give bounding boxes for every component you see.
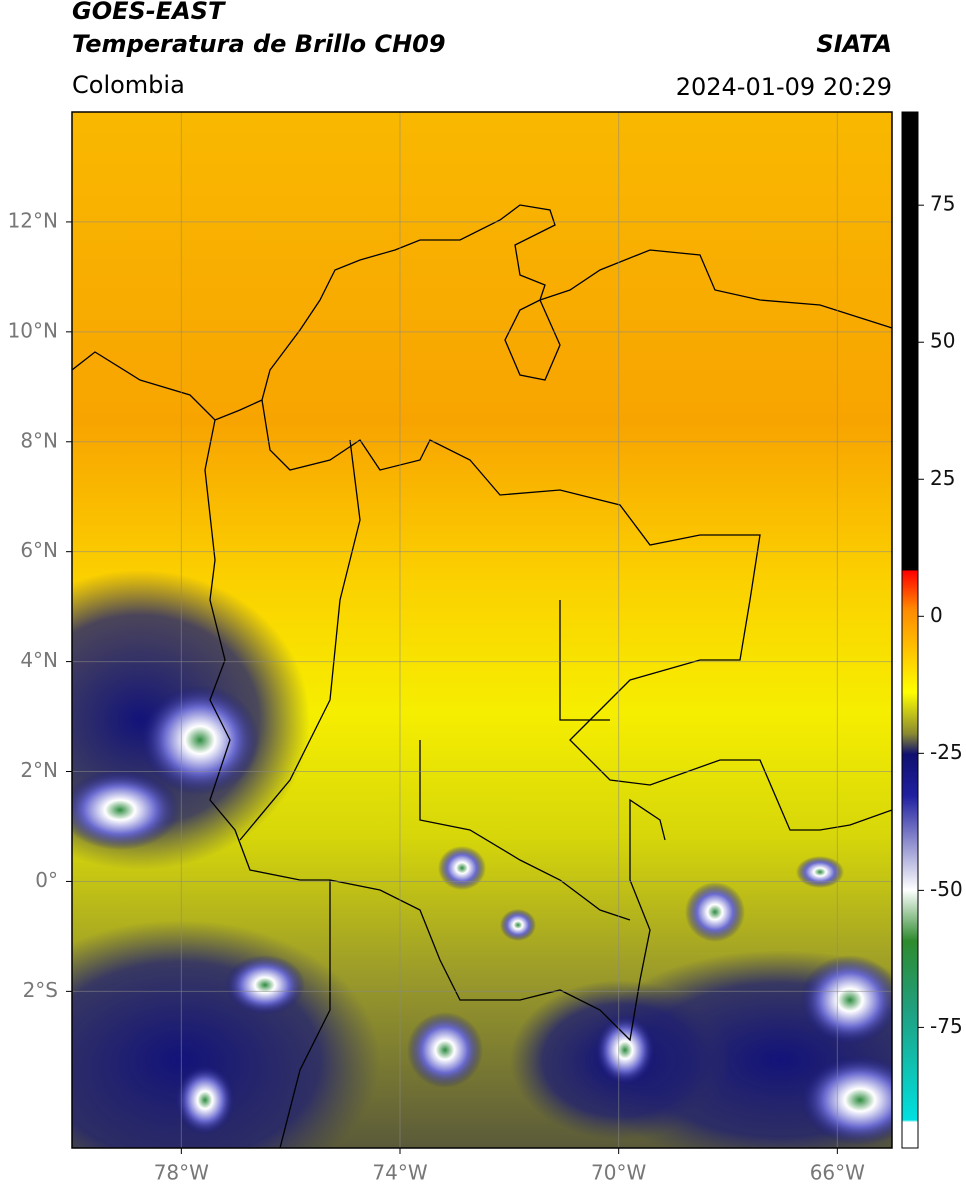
satellite-image xyxy=(72,112,892,1148)
agency: SIATA xyxy=(816,30,892,58)
map-frame xyxy=(71,111,893,1149)
y-tick-label: 2°S xyxy=(23,978,58,1002)
y-tick-label: 12°N xyxy=(8,208,58,232)
x-tick-label: 70°W xyxy=(591,1161,646,1185)
x-tick-label: 74°W xyxy=(372,1161,427,1185)
source: GOES-EAST xyxy=(72,0,226,25)
y-tick-label: 2°N xyxy=(20,758,58,782)
x-tick-label: 78°W xyxy=(154,1161,209,1185)
y-tick-label: 10°N xyxy=(8,318,58,342)
y-tick-label: 6°N xyxy=(20,538,58,562)
colorbar xyxy=(901,111,919,1149)
colorbar-tick-label: 50 xyxy=(930,329,955,353)
y-tick-label: 0° xyxy=(35,868,58,892)
gridlines xyxy=(72,112,892,1148)
colorbar-tick-label: -75 xyxy=(930,1014,963,1038)
datetime: 2024-01-09 20:29 xyxy=(676,73,892,101)
colorbar-tick-label: 0 xyxy=(930,603,943,627)
colorbar-tick-label: 25 xyxy=(930,466,955,490)
title: Temperatura de Brillo CH09 xyxy=(72,30,446,58)
region: Colombia xyxy=(72,71,185,99)
x-tick-label: 66°W xyxy=(810,1161,865,1185)
colorbar-tick-label: -25 xyxy=(930,740,963,764)
y-tick-label: 8°N xyxy=(20,428,58,452)
y-tick-label: 4°N xyxy=(20,648,58,672)
colorbar-tick-label: 75 xyxy=(930,192,955,216)
colorbar-tick-label: -50 xyxy=(930,877,963,901)
